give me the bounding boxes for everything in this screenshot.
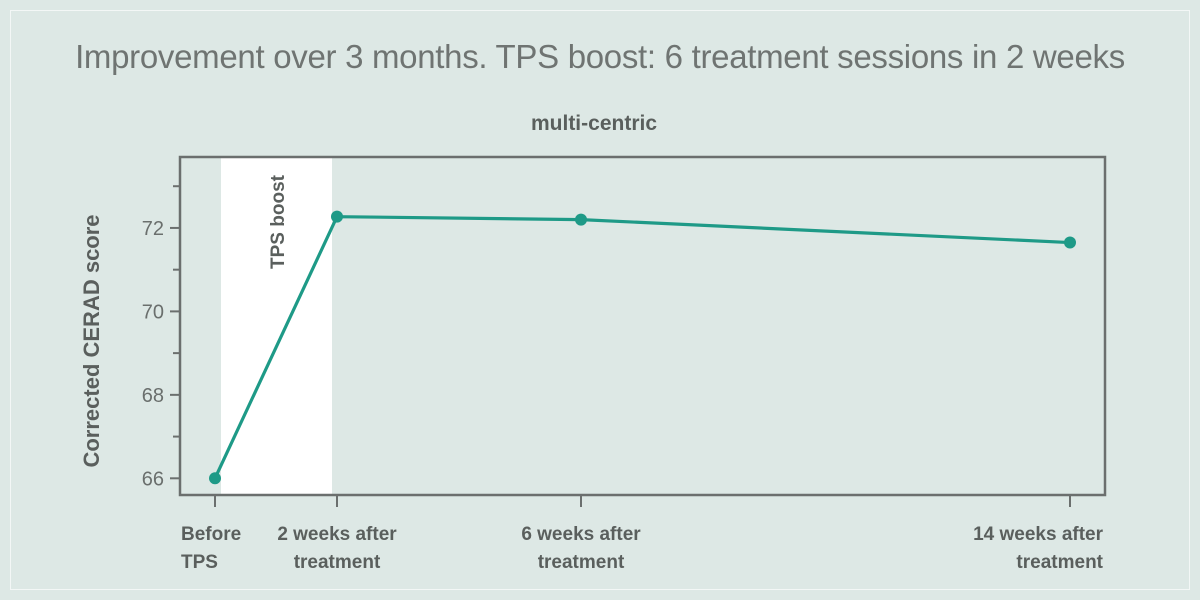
y-tick-label: 72 (142, 218, 164, 240)
x-tick-label: TPS (181, 552, 218, 573)
x-tick-label: treatment (1016, 552, 1103, 573)
tps-boost-label: TPS boost (268, 174, 289, 269)
chart-subtitle: multi-centric (531, 112, 657, 135)
tps-boost-band (221, 158, 332, 494)
data-point (331, 210, 343, 223)
chart-title: Improvement over 3 months. TPS boost: 6 … (75, 38, 1125, 75)
data-point (1064, 236, 1076, 249)
axis-frame (178, 155, 1107, 497)
y-tick-label: 66 (142, 468, 164, 490)
x-tick-label: 14 weeks after (973, 524, 1104, 545)
series-line (213, 215, 1071, 479)
x-tick-label: treatment (538, 552, 625, 573)
x-tick-label: Before (181, 524, 241, 545)
x-tick-label: treatment (294, 552, 381, 573)
x-tick-label: 2 weeks after (277, 524, 397, 545)
data-point (575, 213, 587, 226)
x-tick-label: 6 weeks after (521, 524, 641, 545)
y-tick-label: 68 (142, 385, 164, 407)
y-tick-label: 70 (142, 301, 164, 323)
y-axis-title: Corrected CERAD score (79, 214, 104, 467)
data-point (209, 472, 221, 485)
